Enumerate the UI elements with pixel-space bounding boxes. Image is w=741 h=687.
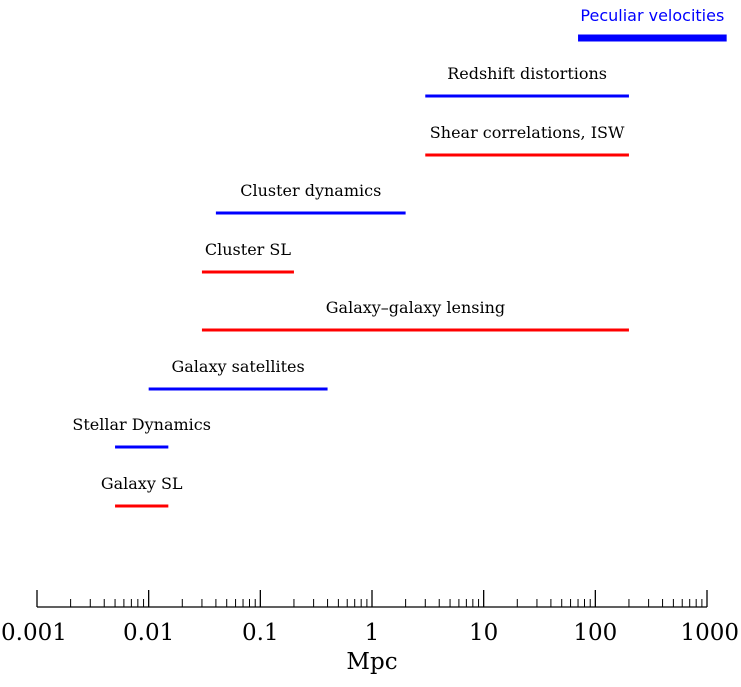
- range-label-2: Shear correlations, ISW: [430, 123, 625, 142]
- x-tick-label: 0.01: [123, 620, 174, 646]
- range-label-4: Cluster SL: [205, 240, 291, 259]
- x-tick-label: 100: [573, 620, 617, 646]
- x-tick-label: 10: [469, 620, 498, 646]
- range-label-8: Galaxy SL: [101, 474, 183, 493]
- range-label-0: Peculiar velocities: [580, 6, 724, 25]
- ranges-layer: Peculiar velocities Redshift distortions S…: [72, 6, 727, 508]
- x-axis-title: Mpc: [346, 649, 397, 675]
- range-label-1: Redshift distortions: [447, 64, 607, 83]
- range-label-3: Cluster dynamics: [240, 181, 381, 200]
- x-tick-label: 1000: [680, 620, 739, 646]
- range-label-7: Stellar Dynamics: [72, 415, 211, 434]
- x-axis: 0.001 0.01 0.1 1 10 100 1000: [1, 590, 739, 646]
- x-tick-label: 1: [365, 620, 380, 646]
- x-tick-label: 0.1: [242, 620, 279, 646]
- range-label-6: Galaxy satellites: [171, 357, 304, 376]
- x-tick-label: 0.001: [1, 620, 67, 646]
- range-label-5: Galaxy–galaxy lensing: [326, 298, 505, 317]
